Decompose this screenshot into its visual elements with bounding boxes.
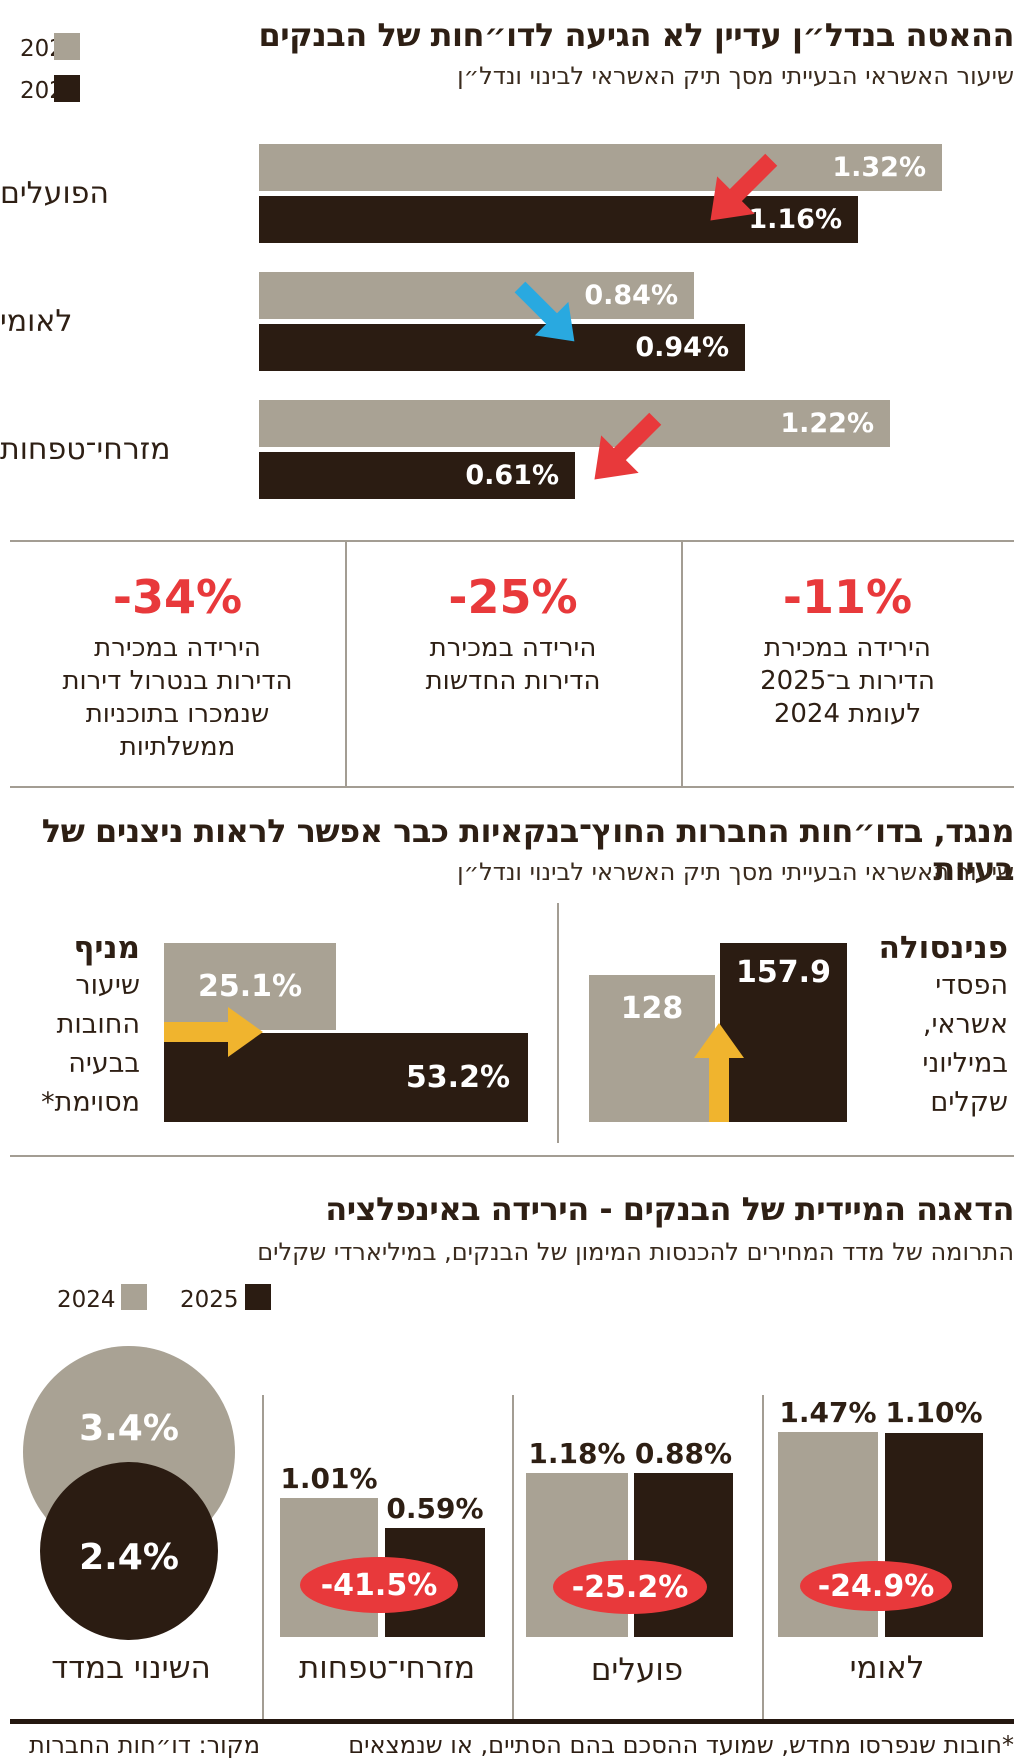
source-text: מקור: דו״חות החברות (29, 1731, 260, 1759)
metric-line: במיליוני (922, 1048, 1008, 1079)
divider-line (345, 540, 347, 786)
change-badge-mizrahi: -41.5% (300, 1557, 458, 1613)
legend-2024-label: 2024 (57, 1287, 116, 1313)
stat-value: -34% (112, 570, 243, 624)
divider-line (557, 903, 559, 1143)
metric-line: הפסדי (935, 970, 1008, 1001)
bar-label-leumi-2024: 1.47% (779, 1396, 877, 1429)
change-value: -41.5% (320, 1567, 438, 1603)
bar-hapoalim-2024: 1.32% (259, 144, 942, 191)
company-name-peninsula: פנינסולה (878, 930, 1008, 966)
legend-2024-swatch (54, 33, 80, 60)
metric-line: אשראי, (922, 1009, 1008, 1040)
divider-line (762, 1395, 764, 1720)
cpi-value-2025: 2.4% (79, 1537, 179, 1578)
stat-line: הדירות החדשות (425, 666, 601, 696)
bank-caption-mizrahi: מזרחי־טפחות (298, 1650, 476, 1686)
bar-leumi-2025: 0.94% (259, 324, 745, 371)
stat-new-homes-decline: -25% הירידה במכירת הדירות החדשות (345, 570, 681, 698)
bar-manif-2025: 53.2% (164, 1033, 528, 1122)
cpi-caption: השינוי במדד (51, 1650, 211, 1686)
stat-ex-gov-programs-decline: -34% הירידה במכירת הדירות בנטרול דירות ש… (10, 570, 345, 764)
change-badge-leumi: -24.9% (800, 1561, 952, 1611)
bar-leumi-2024: 0.84% (259, 272, 694, 319)
bar-value: 1.22% (780, 408, 874, 439)
bar-value: 1.32% (832, 152, 926, 183)
change-badge-poalim: -25.2% (553, 1560, 707, 1614)
metric-line: בבעיה (68, 1048, 140, 1079)
bar-label-mizrahi-2024: 1.01% (280, 1462, 378, 1495)
increase-arrow-icon (514, 281, 575, 342)
legend-2025-swatch (54, 75, 80, 102)
stat-line: הירידה במכירת (764, 633, 931, 663)
bar-mizrahi-2024: 1.22% (259, 400, 890, 447)
stat-value: -11% (782, 570, 913, 624)
bar-manif-2024: 25.1% (164, 943, 336, 1030)
section3-title: הדאגה המיידית של הבנקים - הירידה באינפלצ… (325, 1190, 1014, 1228)
footer-rule (10, 1719, 1014, 1724)
bar-value: 157.9 (736, 955, 831, 990)
rise-arrow-icon (694, 1023, 744, 1122)
legend-2024-swatch (121, 1284, 147, 1310)
metric-line: מסוימת* (41, 1087, 140, 1118)
bar-label-poalim-2024: 1.18% (528, 1437, 626, 1470)
growth-arrow-icon (164, 1007, 263, 1057)
bar-value: 25.1% (197, 969, 303, 1004)
bank-caption-poalim: פועלים (590, 1652, 684, 1688)
section3-subtitle: התרומה של מדד המחירים להכנסות המימון של … (257, 1238, 1014, 1266)
bar-peninsula-2024: 128 (589, 975, 715, 1122)
stat-sales-decline-yoy: -11% הירידה במכירת הדירות ב־2025 לעומת 2… (681, 570, 1014, 731)
metric-line: שקלים (930, 1087, 1008, 1118)
cpi-value-2024: 3.4% (79, 1408, 179, 1449)
divider-line (10, 786, 1014, 788)
stat-line: לעומת 2024 (773, 699, 922, 729)
cpi-circle-2025 (40, 1462, 218, 1640)
bar-hapoalim-2025: 1.16% (259, 196, 858, 243)
metric-line: החובות (56, 1009, 140, 1040)
stat-line: שנמכרו בתוכניות (85, 699, 270, 729)
bar-mizrahi-2025: 0.61% (259, 452, 575, 499)
bar-value: 0.84% (584, 280, 678, 311)
manif-panel-labels: מניף שיעור החובות בבעיה מסוימת* (0, 930, 140, 1122)
metric-line: שיעור (75, 970, 140, 1001)
legend-2025-label: 2025 (180, 1287, 239, 1313)
decline-arrow-icon (594, 412, 662, 480)
divider-line (10, 540, 1014, 542)
bar-value: 53.2% (405, 1060, 510, 1095)
peninsula-panel-labels: פנינסולה הפסדי אשראי, במיליוני שקלים (860, 930, 1008, 1122)
section2-title: מנגד, בדו״חות החברות החוץ־בנקאיות כבר אפ… (41, 812, 1015, 888)
bank-label-hapoalim: הפועלים (0, 176, 109, 211)
change-value: -25.2% (571, 1569, 689, 1605)
stat-line: הדירות בנטרול דירות (62, 666, 293, 696)
bar-value: 0.61% (465, 460, 559, 491)
bar-peninsula-2025: 157.9 (720, 943, 847, 1122)
bar-label-mizrahi-2025: 0.59% (386, 1492, 484, 1525)
bar-label-poalim-2025: 0.88% (634, 1437, 733, 1470)
divider-line (681, 540, 683, 786)
bar-label-leumi-2025: 1.10% (885, 1396, 983, 1429)
bar-value: 1.16% (748, 204, 842, 235)
bank-label-leumi: לאומי (0, 304, 73, 339)
divider-line (512, 1395, 514, 1720)
stat-line: הירידה במכירת (429, 633, 597, 663)
stat-value: -25% (448, 570, 578, 624)
stat-line: ממשלתיות (119, 732, 236, 762)
divider-line (262, 1395, 264, 1720)
footnote-text: *חובות שנפרסו מחדש, שמועד ההסכם בהם הסתי… (348, 1731, 1014, 1761)
divider-line (10, 1155, 1014, 1157)
bar-value: 128 (620, 991, 684, 1026)
section1-title: ההאטה בנדל״ן עדיין לא הגיעה לדו״חות של ה… (258, 16, 1014, 54)
company-name-manif: מניף (73, 930, 140, 966)
decline-arrow-icon (710, 153, 778, 221)
section1-subtitle: שיעור האשראי הבעייתי מסך תיק האשראי לבינ… (457, 62, 1014, 90)
legend-2025-swatch (245, 1284, 271, 1310)
stat-line: הירידה במכירת (94, 633, 261, 663)
stat-line: הדירות ב־2025 (760, 666, 935, 696)
change-value: -24.9% (817, 1568, 935, 1604)
bank-caption-leumi: לאומי (849, 1650, 925, 1686)
bank-label-mizrahi: מזרחי־טפחות (0, 432, 171, 467)
section2-subtitle: שיעור האשראי הבעייתי מסך תיק האשראי לבינ… (457, 858, 1014, 886)
bar-value: 0.94% (635, 332, 729, 363)
